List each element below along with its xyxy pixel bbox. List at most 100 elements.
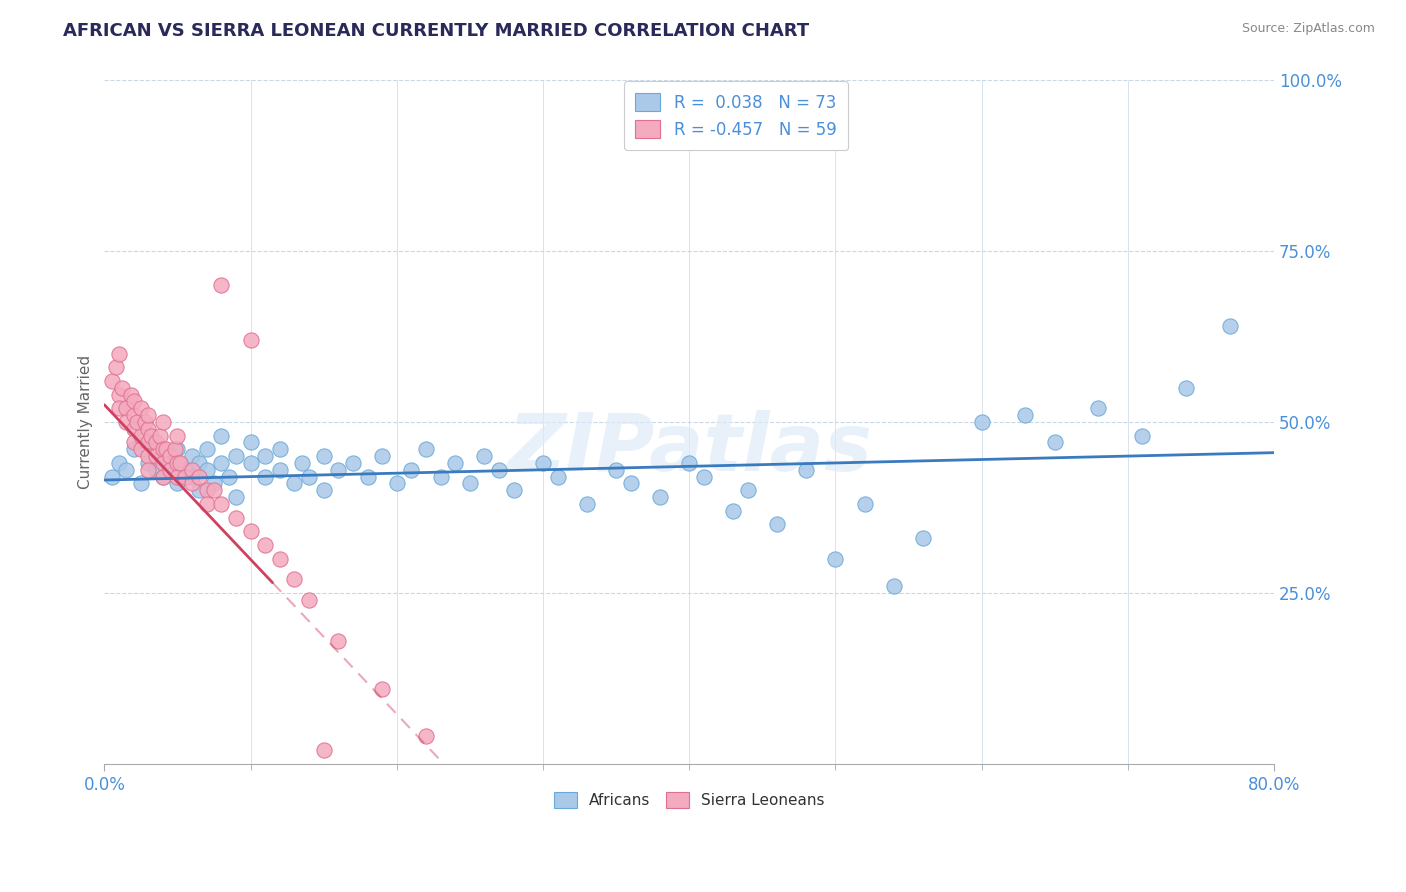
Point xyxy=(181,469,204,483)
Point xyxy=(502,483,524,498)
Point xyxy=(145,463,167,477)
Point xyxy=(122,442,145,457)
Point xyxy=(970,415,993,429)
Point xyxy=(218,469,240,483)
Point xyxy=(115,463,138,477)
Point xyxy=(209,278,232,293)
Point xyxy=(173,463,195,477)
Point xyxy=(429,469,451,483)
Point xyxy=(312,449,335,463)
Point xyxy=(371,449,394,463)
Point xyxy=(195,497,218,511)
Point xyxy=(152,456,174,470)
Point xyxy=(202,483,225,498)
Point xyxy=(254,469,277,483)
Point xyxy=(129,401,152,416)
Point xyxy=(737,483,759,498)
Point xyxy=(129,476,152,491)
Point xyxy=(225,490,247,504)
Point xyxy=(169,456,191,470)
Point xyxy=(195,442,218,457)
Point xyxy=(824,551,846,566)
Point xyxy=(136,422,159,436)
Point xyxy=(108,346,131,360)
Point xyxy=(122,408,145,422)
Point xyxy=(125,415,148,429)
Point xyxy=(181,463,204,477)
Point xyxy=(415,442,437,457)
Text: AFRICAN VS SIERRA LEONEAN CURRENTLY MARRIED CORRELATION CHART: AFRICAN VS SIERRA LEONEAN CURRENTLY MARR… xyxy=(63,22,810,40)
Point xyxy=(152,415,174,429)
Point xyxy=(155,442,177,457)
Point xyxy=(721,504,744,518)
Point xyxy=(312,743,335,757)
Point xyxy=(328,633,350,648)
Text: ZIPatlas: ZIPatlas xyxy=(506,410,872,488)
Point xyxy=(605,463,627,477)
Point xyxy=(225,449,247,463)
Point xyxy=(152,469,174,483)
Point xyxy=(145,449,167,463)
Point xyxy=(141,428,163,442)
Point xyxy=(145,435,167,450)
Point xyxy=(149,428,172,442)
Point xyxy=(283,572,305,586)
Point xyxy=(547,469,569,483)
Point xyxy=(166,442,188,457)
Point xyxy=(152,469,174,483)
Point xyxy=(163,442,186,457)
Point xyxy=(269,463,291,477)
Point xyxy=(239,524,262,539)
Point xyxy=(188,469,211,483)
Point xyxy=(100,469,122,483)
Point xyxy=(444,456,467,470)
Point xyxy=(620,476,643,491)
Point xyxy=(122,435,145,450)
Point xyxy=(195,483,218,498)
Point xyxy=(181,476,204,491)
Point xyxy=(853,497,876,511)
Y-axis label: Currently Married: Currently Married xyxy=(79,355,93,489)
Point xyxy=(136,463,159,477)
Point xyxy=(115,415,138,429)
Point xyxy=(136,435,159,450)
Point xyxy=(239,333,262,347)
Point xyxy=(188,483,211,498)
Point xyxy=(1219,319,1241,334)
Point xyxy=(488,463,510,477)
Point xyxy=(209,428,232,442)
Point xyxy=(225,510,247,524)
Point xyxy=(209,497,232,511)
Point xyxy=(401,463,423,477)
Point xyxy=(120,387,142,401)
Point xyxy=(122,394,145,409)
Point xyxy=(105,360,128,375)
Point xyxy=(173,469,195,483)
Text: Source: ZipAtlas.com: Source: ZipAtlas.com xyxy=(1241,22,1375,36)
Point xyxy=(1130,428,1153,442)
Point xyxy=(693,469,716,483)
Point xyxy=(269,551,291,566)
Point xyxy=(239,435,262,450)
Point xyxy=(531,456,554,470)
Point xyxy=(136,456,159,470)
Point xyxy=(269,442,291,457)
Point xyxy=(159,463,181,477)
Point xyxy=(122,422,145,436)
Point xyxy=(298,592,321,607)
Point xyxy=(136,435,159,450)
Point xyxy=(328,463,350,477)
Point xyxy=(575,497,598,511)
Point xyxy=(298,469,321,483)
Point xyxy=(291,456,314,470)
Point xyxy=(166,428,188,442)
Point xyxy=(283,476,305,491)
Point xyxy=(111,381,134,395)
Point xyxy=(239,456,262,470)
Point xyxy=(100,374,122,388)
Point xyxy=(254,449,277,463)
Point xyxy=(1087,401,1109,416)
Point xyxy=(342,456,364,470)
Point xyxy=(678,456,700,470)
Point xyxy=(474,449,496,463)
